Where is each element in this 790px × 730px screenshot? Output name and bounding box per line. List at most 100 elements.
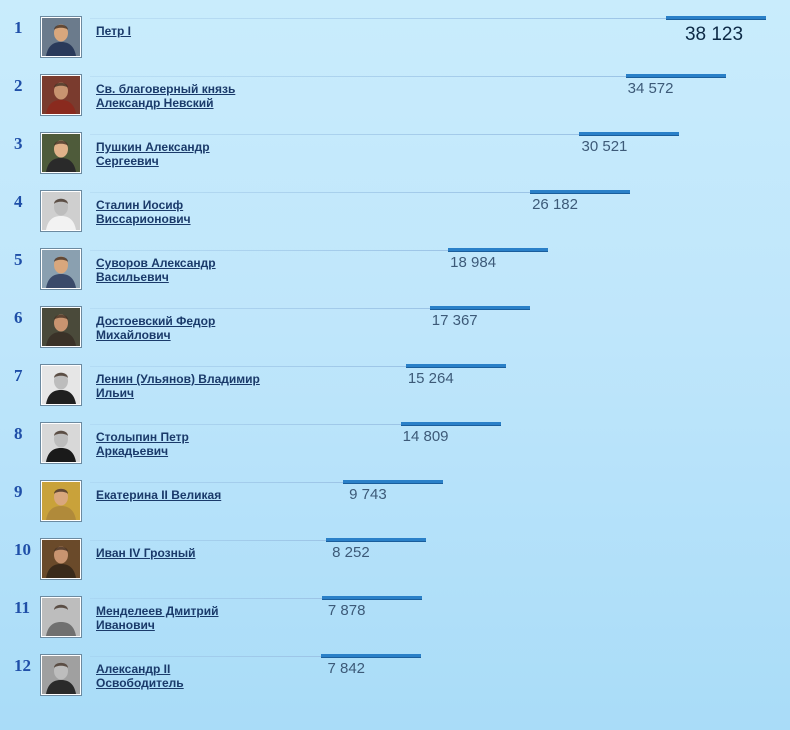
portrait-icon[interactable] [40, 248, 82, 290]
rank-number: 7 [14, 366, 23, 385]
person-name-line: Виссарионович [96, 212, 191, 226]
portrait-icon[interactable] [40, 190, 82, 232]
person-name-link[interactable]: Иван IV Грозный [96, 546, 286, 560]
rank-number: 11 [14, 598, 31, 617]
value-bar [579, 132, 680, 135]
ranking-row: 6 Достоевский Федор Михайлович 17 367 [0, 306, 790, 366]
bar-baseline [90, 540, 326, 541]
bar-baseline [90, 134, 580, 135]
person-name-line: Менделеев Дмитрий [96, 604, 219, 618]
ranking-row: 8 Столыпин Петр Аркадьевич 14 809 [0, 422, 790, 482]
ranking-row: 4 Сталин Иосиф Виссарионович 26 182 [0, 190, 790, 250]
portrait-icon[interactable] [40, 74, 82, 116]
rank-number: 9 [14, 482, 23, 501]
portrait-icon[interactable] [40, 16, 82, 58]
person-name-line: Ильич [96, 386, 134, 400]
value-bar [405, 364, 506, 367]
person-name-line: Александр Невский [96, 96, 214, 110]
value-label: 17 367 [431, 312, 478, 329]
value-label: 18 984 [450, 254, 497, 271]
bar-baseline [90, 18, 666, 19]
bar-baseline [90, 76, 626, 77]
person-name-link[interactable]: Екатерина II Великая [96, 488, 286, 502]
value-bar [321, 596, 422, 599]
person-name-link[interactable]: Петр I [96, 24, 286, 38]
rank-number: 5 [14, 250, 23, 269]
person-name-line: Александр II [96, 662, 171, 676]
person-name-line: Ленин (Ульянов) Владимир [96, 372, 260, 386]
person-name-line: Суворов Александр [96, 256, 216, 270]
person-name-link[interactable]: Менделеев Дмитрий Иванович [96, 604, 286, 632]
rank-number: 6 [14, 308, 23, 327]
portrait-icon[interactable] [40, 132, 82, 174]
person-name-line: Сергеевич [96, 154, 159, 168]
value-label: 38 123 [684, 24, 744, 45]
value-label: 15 264 [407, 370, 454, 387]
bar-baseline [90, 250, 449, 251]
person-name-line: Иванович [96, 618, 155, 632]
ranking-row: 5 Суворов Александр Васильевич 18 984 [0, 248, 790, 308]
rank-number: 10 [14, 540, 31, 559]
rank-number: 12 [14, 656, 31, 675]
rank-number: 4 [14, 192, 23, 211]
bar-baseline [90, 308, 430, 309]
value-bar [321, 654, 422, 657]
value-bar [325, 538, 426, 541]
ranking-row: 11 Менделеев Дмитрий Иванович 7 878 [0, 596, 790, 656]
ranking-row: 7 Ленин (Ульянов) Владимир Ильич 15 264 [0, 364, 790, 424]
person-name-line: Иван IV Грозный [96, 546, 196, 560]
value-bar [342, 480, 443, 483]
ranking-row: 3 Пушкин Александр Сергеевич 30 521 [0, 132, 790, 192]
value-bar [448, 248, 549, 251]
person-name-line: Петр I [96, 24, 132, 38]
person-name-line: Достоевский Федор [96, 314, 216, 328]
rank-number: 3 [14, 134, 23, 153]
portrait-icon[interactable] [40, 538, 82, 580]
value-bar [625, 74, 726, 77]
value-label: 9 743 [349, 486, 387, 503]
ranking-row: 12 Александр II Освободитель 7 842 [0, 654, 790, 714]
bar-baseline [90, 482, 343, 483]
person-name-line: Сталин Иосиф [96, 198, 184, 212]
value-label: 14 809 [402, 428, 449, 445]
person-name-line: Освободитель [96, 676, 184, 690]
person-name-link[interactable]: Св. благоверный князь Александр Невский [96, 82, 286, 110]
value-bar [666, 16, 766, 19]
portrait-icon[interactable] [40, 654, 82, 696]
person-name-link[interactable]: Столыпин Петр Аркадьевич [96, 430, 286, 458]
value-bar [530, 190, 631, 193]
rank-number: 2 [14, 76, 23, 95]
ranking-row: 10 Иван IV Грозный 8 252 [0, 538, 790, 598]
ranking-row: 9 Екатерина II Великая 9 743 [0, 480, 790, 540]
person-name-link[interactable]: Александр II Освободитель [96, 662, 286, 690]
person-name-link[interactable]: Пушкин Александр Сергеевич [96, 140, 286, 168]
value-bar [400, 422, 501, 425]
rank-number: 8 [14, 424, 23, 443]
person-name-link[interactable]: Суворов Александр Васильевич [96, 256, 286, 284]
portrait-icon[interactable] [40, 364, 82, 406]
bar-baseline [90, 656, 322, 657]
portrait-icon[interactable] [40, 306, 82, 348]
person-name-line: Св. благоверный князь [96, 82, 236, 96]
bar-baseline [90, 366, 406, 367]
bar-baseline [90, 424, 401, 425]
person-name-line: Столыпин Петр [96, 430, 189, 444]
portrait-icon[interactable] [40, 422, 82, 464]
value-label: 8 252 [332, 544, 370, 561]
value-label: 7 878 [327, 602, 366, 619]
person-name-link[interactable]: Достоевский Федор Михайлович [96, 314, 286, 342]
portrait-icon[interactable] [40, 596, 82, 638]
ranking-row: 1 Петр I 38 123 [0, 16, 790, 76]
rank-number: 1 [14, 18, 23, 37]
person-name-link[interactable]: Ленин (Ульянов) Владимир Ильич [96, 372, 286, 400]
value-label: 34 572 [627, 80, 674, 97]
person-name-link[interactable]: Сталин Иосиф Виссарионович [96, 198, 286, 226]
bar-baseline [90, 598, 322, 599]
ranking-row: 2 Св. благоверный князь Александр Невский 3… [0, 74, 790, 134]
value-bar [429, 306, 530, 309]
person-name-line: Михайлович [96, 328, 171, 342]
person-name-line: Екатерина II Великая [96, 488, 222, 502]
portrait-icon[interactable] [40, 480, 82, 522]
person-name-line: Васильевич [96, 270, 169, 284]
